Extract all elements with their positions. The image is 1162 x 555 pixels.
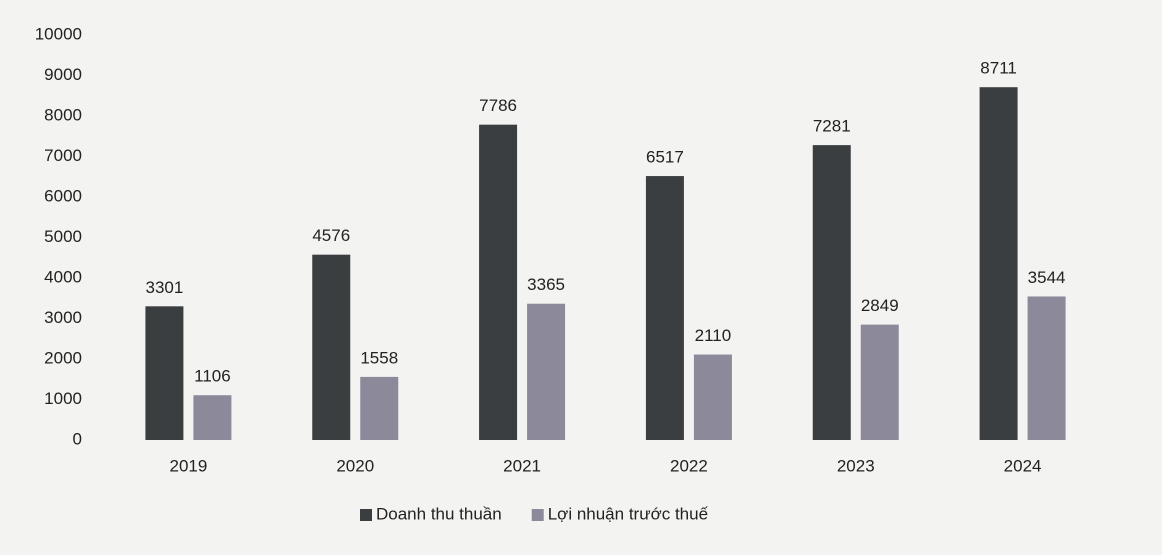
data-label: 2110 xyxy=(695,326,732,345)
y-tick-label: 9000 xyxy=(44,65,82,84)
legend-swatch xyxy=(360,509,372,521)
data-label: 3301 xyxy=(146,278,184,297)
bar xyxy=(145,306,184,440)
legend-label: Lợi nhuận trước thuế xyxy=(548,504,709,523)
y-tick-label: 0 xyxy=(73,429,82,448)
bar xyxy=(193,395,232,440)
legend-swatch xyxy=(531,509,544,521)
data-label: 3544 xyxy=(1028,268,1066,287)
data-label: 1106 xyxy=(194,367,231,386)
y-tick-label: 6000 xyxy=(44,186,82,205)
x-tick-label: 2023 xyxy=(837,456,875,475)
bar xyxy=(360,376,399,440)
bar xyxy=(979,87,1018,440)
x-tick-label: 2019 xyxy=(170,456,208,475)
data-label: 8711 xyxy=(980,59,1017,78)
bar xyxy=(693,354,732,440)
data-label: 3365 xyxy=(527,275,565,294)
bar xyxy=(479,124,518,441)
legend-label: Doanh thu thuần xyxy=(376,504,502,523)
x-tick-label: 2021 xyxy=(503,456,541,475)
x-tick-label: 2024 xyxy=(1004,456,1042,475)
x-tick-label: 2020 xyxy=(336,456,374,475)
y-tick-label: 2000 xyxy=(44,348,82,367)
bar xyxy=(860,324,899,440)
bar xyxy=(645,176,684,440)
bar xyxy=(312,254,351,440)
y-tick-label: 1000 xyxy=(44,389,82,408)
y-tick-label: 7000 xyxy=(44,146,82,165)
data-label: 7281 xyxy=(813,117,851,136)
y-tick-label: 10000 xyxy=(35,24,82,43)
x-tick-label: 2022 xyxy=(670,456,708,475)
bar xyxy=(1027,296,1066,440)
data-label: 6517 xyxy=(646,148,684,167)
data-label: 4576 xyxy=(312,226,350,245)
bar xyxy=(527,303,566,440)
data-label: 7786 xyxy=(479,96,517,115)
y-tick-label: 5000 xyxy=(44,227,82,246)
data-label: 2849 xyxy=(861,296,899,315)
bar xyxy=(812,145,851,440)
y-tick-label: 8000 xyxy=(44,105,82,124)
data-label: 1558 xyxy=(360,348,398,367)
y-tick-label: 4000 xyxy=(44,267,82,286)
y-tick-label: 3000 xyxy=(44,308,82,327)
